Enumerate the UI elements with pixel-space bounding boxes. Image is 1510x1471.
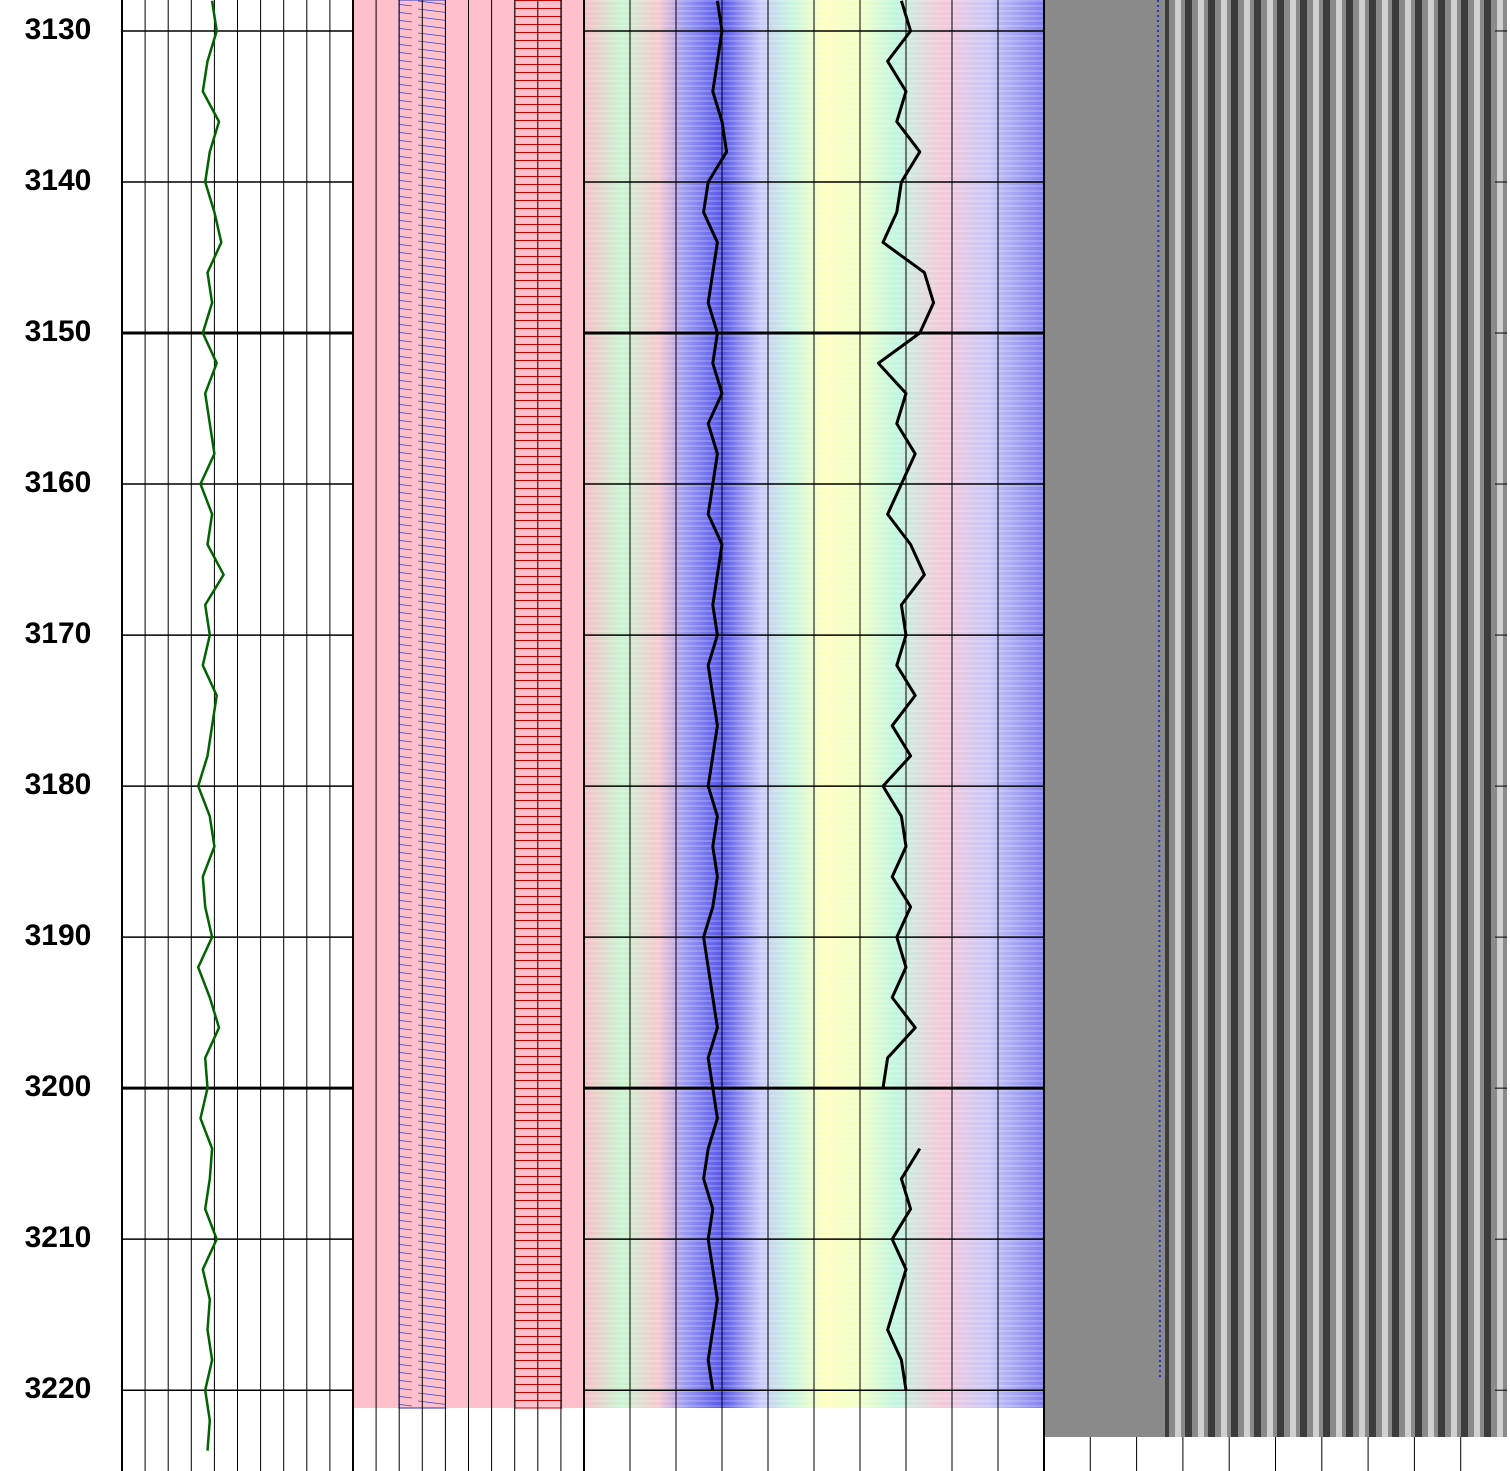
depth-label: 3210 — [25, 1221, 92, 1254]
log-curve — [876, 0, 936, 1391]
depth-label: 3150 — [25, 315, 92, 348]
depth-label: 3160 — [25, 466, 92, 499]
depth-label: 3140 — [25, 164, 92, 197]
depth-label: 3130 — [25, 13, 92, 46]
depth-label: 3200 — [25, 1070, 92, 1103]
depth-label: 3220 — [25, 1372, 92, 1405]
acoustic-stripes — [1165, 0, 1507, 1437]
log-curve — [196, 0, 225, 1451]
depth-label: 3170 — [25, 617, 92, 650]
pink-band — [446, 0, 515, 1408]
depth-label: 3180 — [25, 768, 92, 801]
pink-band — [562, 0, 584, 1408]
red-hatch — [514, 0, 563, 1409]
depth-label: 3190 — [25, 919, 92, 952]
log-curve — [702, 0, 729, 1391]
image-trace — [1157, 0, 1161, 1381]
